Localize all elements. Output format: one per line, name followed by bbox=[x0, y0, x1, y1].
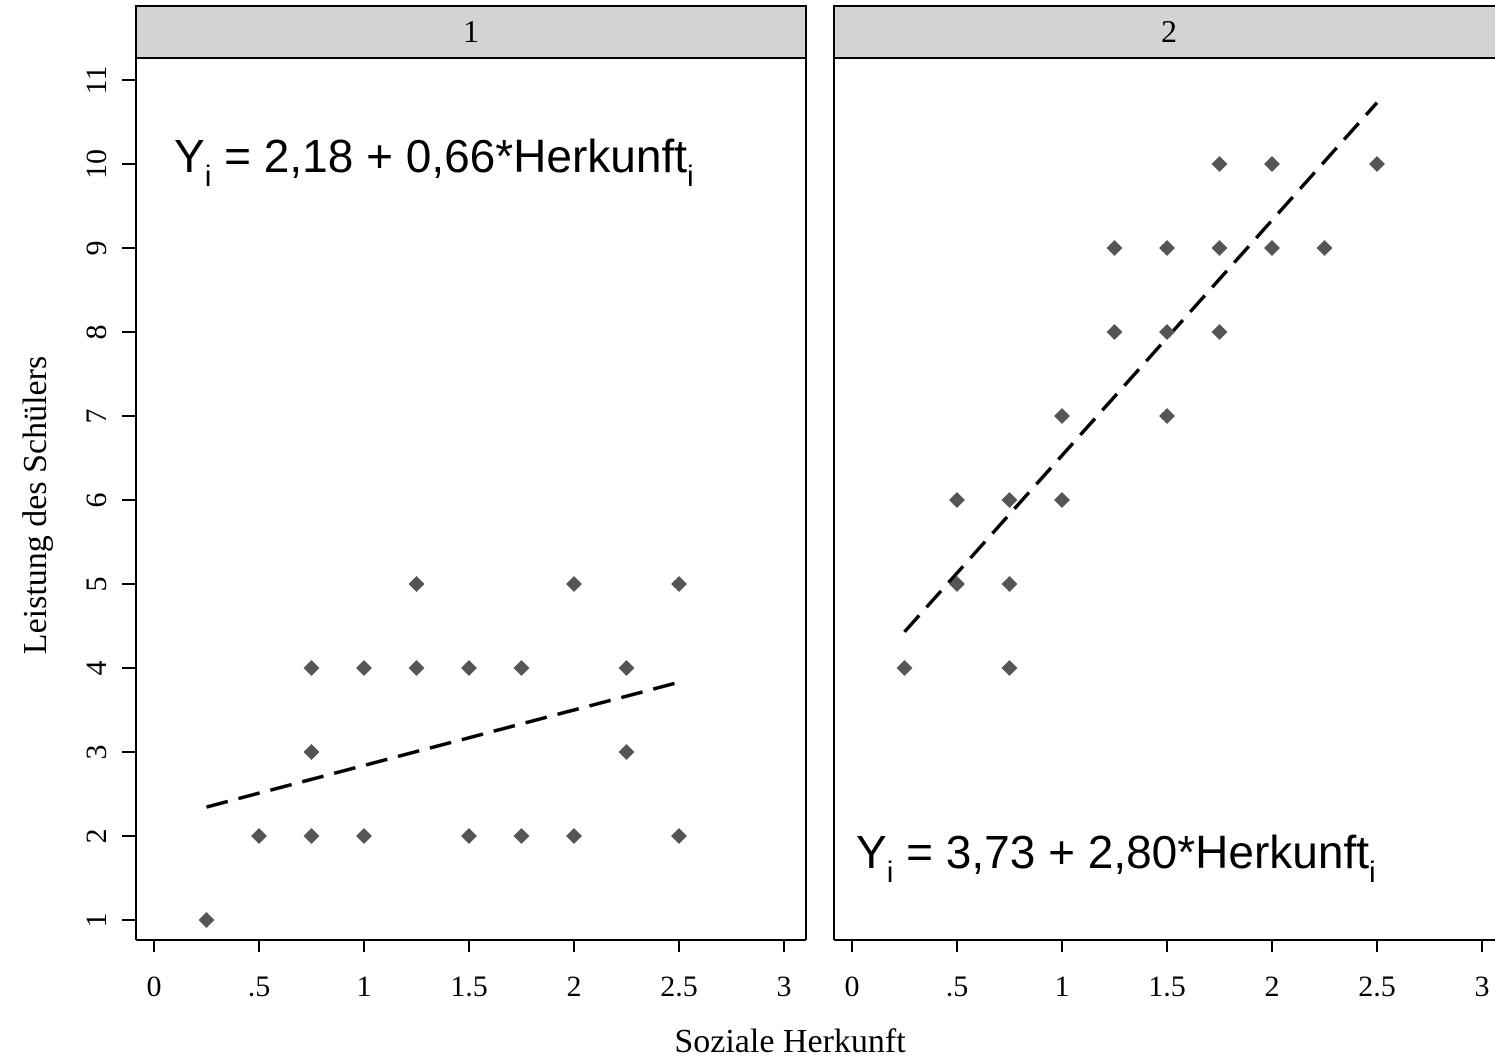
y-tick-label: 7 bbox=[80, 409, 113, 424]
y-tick-label: 2 bbox=[80, 829, 113, 844]
data-point bbox=[896, 660, 913, 676]
x-tick-label: 1 bbox=[1055, 970, 1070, 1003]
data-point bbox=[618, 744, 635, 760]
data-point bbox=[408, 660, 425, 676]
data-point bbox=[1001, 492, 1018, 508]
data-point bbox=[949, 492, 965, 508]
eq-sub: i bbox=[687, 160, 694, 193]
regression-equation: Yi = 3,73 + 2,80*Herkunfti bbox=[856, 826, 1376, 889]
data-point bbox=[566, 828, 582, 844]
x-tick-label: 3 bbox=[1475, 970, 1490, 1003]
y-tick-label: 3 bbox=[80, 745, 113, 760]
data-point bbox=[1001, 660, 1018, 676]
y-tick-label: 6 bbox=[80, 493, 113, 508]
data-point bbox=[1159, 408, 1175, 424]
x-axis-title: Soziale Herkunft bbox=[674, 1023, 906, 1060]
data-point bbox=[1316, 240, 1333, 256]
x-tick-label: .5 bbox=[248, 970, 271, 1003]
eq-body: = 3,73 + 2,80*Herkunft bbox=[893, 826, 1369, 878]
x-tick-label: 2.5 bbox=[660, 970, 698, 1003]
eq-y: Y bbox=[856, 826, 887, 878]
fit-line bbox=[903, 101, 1379, 634]
data-point bbox=[513, 828, 530, 844]
y-tick-label: 1 bbox=[80, 913, 113, 928]
data-point bbox=[198, 912, 215, 928]
data-point bbox=[1264, 156, 1280, 172]
data-point bbox=[1159, 324, 1175, 340]
eq-body: = 2,18 + 0,66*Herkunft bbox=[211, 130, 687, 182]
data-point bbox=[1369, 156, 1385, 172]
x-tick-label: 2.5 bbox=[1358, 970, 1396, 1003]
x-tick-label: 1.5 bbox=[450, 970, 488, 1003]
data-point bbox=[1054, 492, 1070, 508]
panel-strip-label: 1 bbox=[463, 13, 479, 49]
y-tick-label: 4 bbox=[80, 661, 113, 676]
data-point bbox=[251, 828, 267, 844]
y-tick-label: 11 bbox=[80, 66, 113, 95]
x-tick-label: 2 bbox=[1265, 970, 1280, 1003]
y-tick-label: 10 bbox=[80, 149, 113, 179]
data-point bbox=[1211, 156, 1228, 172]
data-point bbox=[1264, 240, 1280, 256]
data-point bbox=[303, 660, 320, 676]
panel-strip bbox=[833, 5, 1495, 59]
eq-y: Y bbox=[174, 130, 205, 182]
data-point bbox=[303, 828, 320, 844]
data-point bbox=[566, 576, 582, 592]
data-point bbox=[1001, 576, 1018, 592]
x-tick-label: 1 bbox=[357, 970, 372, 1003]
data-point bbox=[1211, 324, 1228, 340]
panel-strip bbox=[135, 5, 807, 59]
data-point bbox=[461, 660, 477, 676]
data-point bbox=[408, 576, 425, 592]
regression-equation: Yi = 2,18 + 0,66*Herkunfti bbox=[174, 130, 694, 193]
data-point bbox=[1106, 324, 1123, 340]
y-tick-label: 5 bbox=[80, 577, 113, 592]
y-tick-label: 8 bbox=[80, 325, 113, 340]
data-point bbox=[513, 660, 530, 676]
eq-sub: i bbox=[887, 856, 894, 889]
eq-sub: i bbox=[205, 160, 212, 193]
data-point bbox=[1106, 240, 1123, 256]
data-point bbox=[356, 828, 372, 844]
x-tick-label: 2 bbox=[567, 970, 582, 1003]
data-point bbox=[949, 576, 965, 592]
data-point bbox=[618, 660, 635, 676]
y-axis-title: Leistung des Schülers bbox=[17, 356, 54, 654]
data-point bbox=[671, 576, 687, 592]
fit-line bbox=[206, 680, 680, 809]
data-point bbox=[1054, 408, 1070, 424]
data-point bbox=[1211, 240, 1228, 256]
panel-2: 2 0 .5 1 1.5 2 2.5 3 Yi = 3,73 + 2,80*Herkunfti bbox=[833, 5, 1495, 1003]
data-point bbox=[671, 828, 687, 844]
data-point bbox=[356, 660, 372, 676]
x-tick-label: .5 bbox=[946, 970, 969, 1003]
panel-strip-label: 2 bbox=[1161, 13, 1177, 49]
x-tick-label: 3 bbox=[777, 970, 792, 1003]
data-point bbox=[303, 744, 320, 760]
x-tick-label: 0 bbox=[845, 970, 860, 1003]
data-point bbox=[461, 828, 477, 844]
data-point bbox=[1159, 240, 1175, 256]
x-tick-label: 0 bbox=[147, 970, 162, 1003]
y-tick-label: 9 bbox=[80, 241, 113, 256]
eq-sub: i bbox=[1369, 856, 1376, 889]
x-tick-label: 1.5 bbox=[1148, 970, 1186, 1003]
